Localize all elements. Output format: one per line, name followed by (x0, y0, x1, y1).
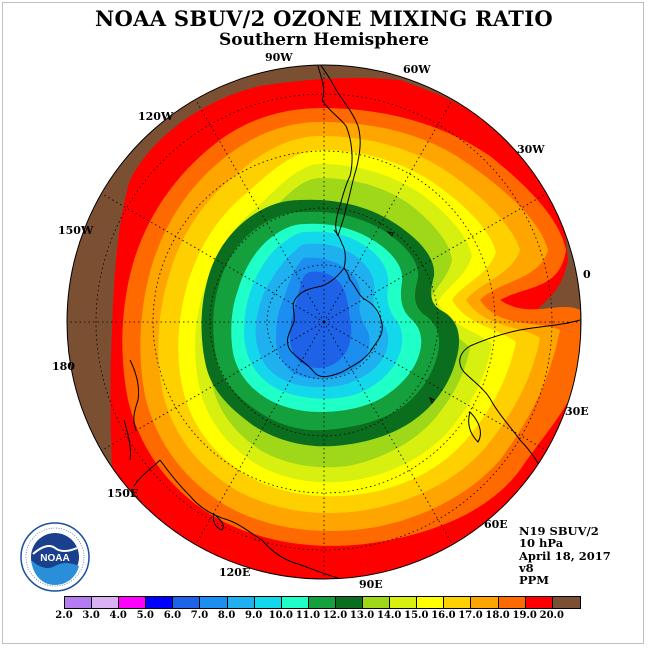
colorbar-segment (471, 597, 499, 608)
colorbar-tick-label: 5.0 (136, 610, 154, 621)
colorbar-tick-label: 3.0 (82, 610, 100, 621)
pressure-level-label: 10 hPa (519, 536, 564, 551)
kerguelen-island (429, 396, 435, 405)
lon-label-90e: 90E (359, 578, 383, 591)
colorbar (64, 596, 581, 609)
colorbar-tick-label: 6.0 (163, 610, 182, 621)
tasmania-coast (213, 513, 224, 531)
colorbar-segment (525, 597, 553, 608)
colorbar-segment (552, 597, 580, 608)
units-label: PPM (519, 573, 550, 588)
colorbar-segment (119, 597, 147, 608)
colorbar-segment (308, 597, 336, 608)
colorbar-tick-label: 18.0 (485, 610, 510, 621)
page-title: NOAA SBUV/2 OZONE MIXING RATIO (95, 6, 553, 31)
colorbar-segment (65, 597, 93, 608)
date-label: April 18, 2017 (519, 548, 611, 563)
colorbar-tick-label: 9.0 (244, 610, 263, 621)
contour-band-6 (289, 271, 352, 368)
lon-label-30w: 30W (517, 143, 545, 156)
africa-coast (459, 319, 581, 481)
colorbar-segment (498, 597, 526, 608)
lon-label-60w: 60W (403, 63, 431, 76)
lon-label-0: 0 (583, 268, 591, 281)
new-zealand-coast (123, 359, 139, 461)
lon-label-120w: 120W (138, 110, 174, 123)
colorbar-segment (146, 597, 174, 608)
colorbar-tick-label: 4.0 (109, 610, 127, 621)
colorbar-segment (444, 597, 472, 608)
noaa-logo: NOAA (20, 522, 90, 592)
coastlines (123, 65, 581, 579)
antarctic-peninsula (333, 229, 346, 269)
colorbar-segment (200, 597, 228, 608)
colorbar-tick-label: 11.0 (295, 610, 321, 621)
colorbar-segment (173, 597, 201, 608)
colorbar-segment (417, 597, 445, 608)
lon-label-180: 180 (52, 360, 75, 373)
logo-text: NOAA (40, 553, 69, 564)
lon-label-150w: 150W (58, 224, 94, 237)
colorbar-segment (390, 597, 418, 608)
lon-label-90w: 90W (265, 51, 293, 64)
colorbar-segment (281, 597, 309, 608)
lon-label-30e: 30E (565, 405, 589, 418)
colorbar-tick-label: 17.0 (458, 610, 483, 621)
colorbar-tick-label: 10.0 (268, 610, 293, 621)
south-georgia-island (386, 231, 394, 237)
info-block: N19 SBUV/2 10 hPa April 18, 2017 v8 PPM (519, 524, 611, 588)
map-boundary (66, 64, 582, 580)
lon-label-120e: 120E (219, 566, 251, 579)
lon-label-150e: 150E (107, 487, 139, 500)
colorbar-tick-label: 13.0 (349, 610, 375, 621)
colorbar-tick-label: 12.0 (322, 610, 348, 621)
colorbar-tick-label: 16.0 (431, 610, 456, 621)
colorbar-tick-label: 20.0 (539, 610, 564, 621)
colorbar-tick-label: 19.0 (512, 610, 537, 621)
colorbar-tick-label: 7.0 (190, 610, 209, 621)
colorbar-segment (335, 597, 364, 608)
colorbar-segment (92, 597, 120, 608)
madagascar-coast (468, 411, 481, 443)
page-subtitle: Southern Hemisphere (219, 30, 429, 50)
colorbar-tick-label: 14.0 (377, 610, 402, 621)
australia-coast (133, 459, 349, 579)
south-america-coast (317, 65, 361, 237)
colorbar-segment (363, 597, 391, 608)
colorbar-tick-label: 8.0 (217, 610, 236, 621)
colorbar-tick-label: 15.0 (404, 610, 429, 621)
ozone-contours (67, 65, 581, 579)
version-label: v8 (519, 560, 534, 575)
colorbar-segment (254, 597, 282, 608)
colorbar-segment (227, 597, 255, 608)
colorbar-tick-label: 2.0 (55, 610, 73, 621)
satellite-label: N19 SBUV/2 (519, 524, 599, 538)
lon-label-60e: 60E (484, 518, 508, 531)
